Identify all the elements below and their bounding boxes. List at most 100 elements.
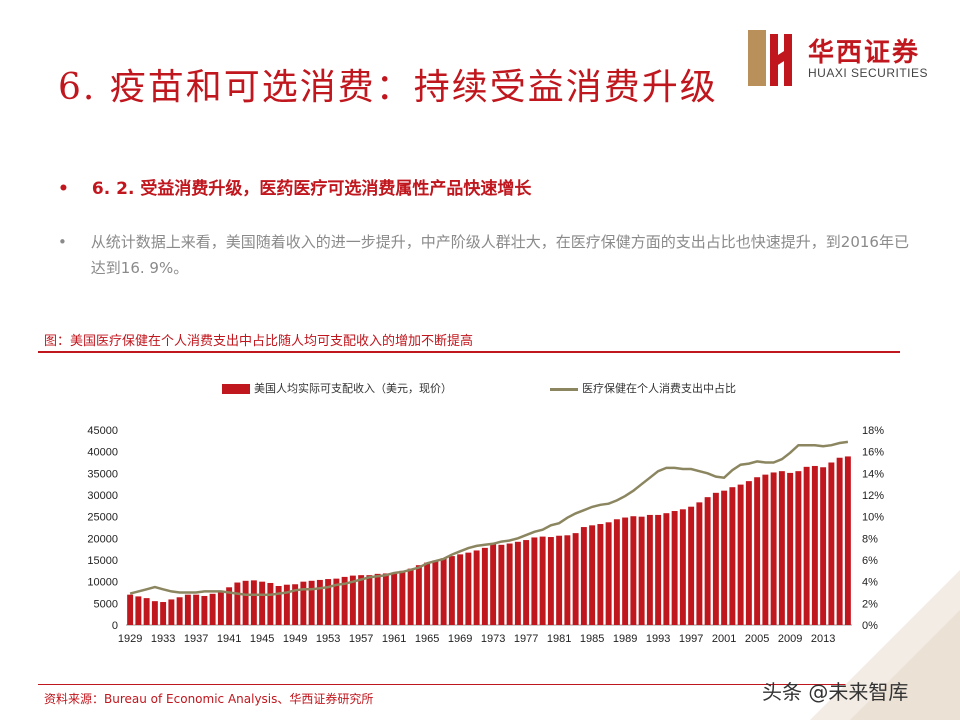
x-axis-tick-label: 1933: [151, 633, 175, 645]
bar: [844, 456, 851, 625]
watermark: 头条 @未来智库: [762, 680, 909, 704]
legend-line-series: 医疗保健在个人消费支出中占比: [550, 380, 736, 396]
legend-line-swatch: [550, 387, 578, 391]
bar: [300, 581, 307, 625]
left-axis-tick-label: 5000: [94, 598, 118, 610]
right-axis-tick-label: 14%: [862, 468, 884, 480]
bar: [481, 547, 488, 625]
bar: [333, 578, 340, 625]
x-axis-tick-label: 1953: [316, 633, 340, 645]
x-axis-tick-label: 1977: [514, 633, 538, 645]
x-axis-tick-label: 1937: [184, 633, 208, 645]
bar: [135, 596, 142, 625]
bar: [366, 575, 373, 625]
bar: [358, 575, 365, 625]
x-axis-tick-label: 2009: [778, 633, 802, 645]
bar: [572, 533, 579, 625]
bar: [242, 580, 249, 625]
bar: [589, 525, 596, 625]
bar: [209, 593, 216, 625]
legend-bar-series: 美国人均实际可支配收入（美元，现价）: [222, 380, 452, 396]
bar: [267, 582, 274, 625]
bar: [259, 581, 266, 625]
x-axis-tick-label: 2001: [712, 633, 736, 645]
bar: [226, 587, 233, 625]
bullet-marker: •: [58, 179, 69, 199]
bar: [514, 541, 521, 625]
bar: [127, 594, 134, 625]
bar: [712, 492, 719, 625]
bar: [143, 598, 150, 625]
right-axis-tick-label: 18%: [862, 425, 884, 437]
bar: [671, 511, 678, 625]
bar: [382, 573, 389, 625]
series-line: [129, 440, 849, 596]
x-axis-tick-label: 1993: [646, 633, 670, 645]
x-axis-tick-label: 1969: [448, 633, 472, 645]
legend-bar-swatch: [222, 384, 250, 394]
right-axis-tick-label: 4%: [862, 577, 878, 589]
right-axis-tick-label: 8%: [862, 533, 878, 545]
bar: [613, 519, 620, 625]
page-title: 6. 疫苗和可选消费：持续受益消费升级: [58, 67, 718, 108]
x-axis-tick-label: 1985: [580, 633, 604, 645]
bar: [564, 535, 571, 625]
bar: [325, 579, 332, 625]
bar: [465, 552, 472, 625]
bar: [217, 591, 224, 625]
bar: [523, 540, 530, 625]
chart: 美国人均实际可支配收入（美元，现价） 医疗保健在个人消费支出中占比 0 5000 1…: [70, 380, 900, 670]
left-axis-tick-label: 30000: [87, 490, 118, 502]
bar: [580, 527, 587, 625]
chart-plot: 0 5000 10000 15000 20000 25000 30000 35000 40000…: [87, 425, 884, 645]
bar: [283, 584, 290, 625]
x-axis-tick-label: 1945: [250, 633, 274, 645]
x-axis-tick-label: 1973: [481, 633, 505, 645]
bar: [787, 472, 794, 625]
bar: [151, 601, 158, 625]
bar: [308, 580, 315, 625]
bullet-heading-text: 6. 2. 受益消费升级，医药医疗可选消费属性产品快速增长: [91, 179, 532, 199]
bullet-body-text: 从统计数据上来看，美国随着收入的进一步提升，中产阶级人群壮大，在医疗保健方面的支…: [90, 233, 909, 277]
bullet-heading: • 6. 2. 受益消费升级，医药医疗可选消费属性产品快速增长: [58, 174, 531, 199]
bar: [737, 484, 744, 625]
left-axis-tick-label: 0: [112, 620, 118, 632]
bar: [754, 477, 761, 625]
x-axis-tick-label: 1989: [613, 633, 637, 645]
x-axis-tick-label: 1961: [382, 633, 406, 645]
bar: [655, 514, 662, 625]
bar: [415, 565, 422, 625]
x-axis-tick-label: 1965: [415, 633, 439, 645]
bar: [811, 465, 818, 625]
bar: [168, 599, 175, 625]
bar: [704, 497, 711, 625]
bar: [432, 560, 439, 625]
right-axis-tick-label: 0%: [862, 620, 878, 632]
bar: [292, 584, 299, 625]
figure-caption: 图：美国医疗保健在个人消费支出中占比随人均可支配收入的增加不断提高: [44, 334, 474, 349]
left-axis-tick-label: 40000: [87, 447, 118, 459]
x-axis-tick-label: 2005: [745, 633, 769, 645]
bar: [638, 516, 645, 625]
right-axis-tick-label: 6%: [862, 555, 878, 567]
left-axis-tick-label: 25000: [87, 512, 118, 524]
bar: [539, 536, 546, 625]
bar: [622, 517, 629, 625]
legend-line-label: 医疗保健在个人消费支出中占比: [582, 382, 736, 395]
bar: [399, 570, 406, 625]
bar: [663, 513, 670, 625]
bar: [316, 579, 323, 625]
bar: [828, 462, 835, 625]
x-axis-tick-label: 1997: [679, 633, 703, 645]
source-divider: [38, 684, 900, 685]
left-axis-tick-label: 15000: [87, 555, 118, 567]
logo-chinese-name: 华西证券: [808, 38, 921, 68]
bar: [349, 575, 356, 625]
bar: [498, 544, 505, 625]
x-axis-tick-label: 2013: [811, 633, 835, 645]
huaxi-logo-mark-icon: [748, 30, 792, 86]
logo-english-name: HUAXI SECURITIES: [808, 66, 929, 80]
bullet-body: • 从统计数据上来看，美国随着收入的进一步提升，中产阶级人群壮大，在医疗保健方面…: [58, 229, 911, 281]
bar: [597, 524, 604, 625]
x-axis-tick-label: 1941: [217, 633, 241, 645]
